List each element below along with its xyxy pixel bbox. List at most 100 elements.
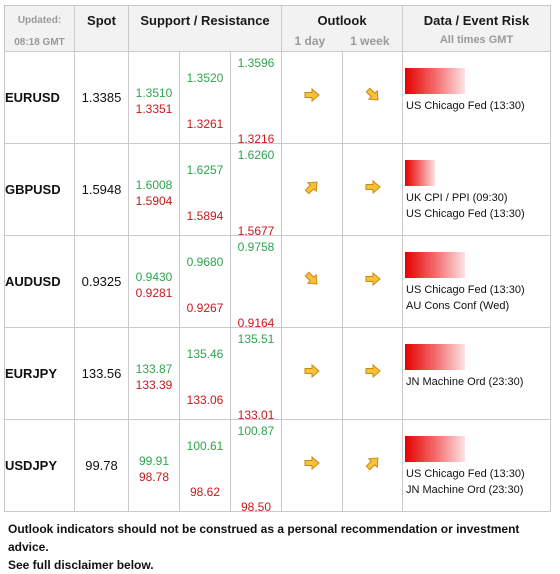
currency-pair: EURUSD (4, 51, 75, 144)
event-risk-cell: US Chicago Fed (13:30) AU Cons Conf (Wed) (402, 235, 551, 328)
event-item: JN Machine Ord (23:30) (406, 484, 524, 496)
table-row: USDJPY 99.78 99.91 98.78 100.61 98.62 100.87 98… (4, 419, 551, 514)
arrow-right-icon (303, 86, 321, 104)
event-item: UK CPI / PPI (09:30) (406, 192, 508, 204)
level-column-3: 0.9758 0.9164 (230, 235, 282, 330)
outlook-1day (281, 143, 343, 236)
arrow-right-icon (364, 178, 382, 196)
updated-header: Updated: 08:18 GMT (4, 5, 75, 52)
spot-price: 133.56 (74, 327, 129, 420)
arrow-down-right-icon (303, 270, 321, 288)
spot-price: 1.3385 (74, 51, 129, 144)
fx-outlook-table: Updated: 08:18 GMT Spot Support / Resist… (4, 5, 551, 514)
outlook-1week (342, 419, 403, 512)
level-column-3: 1.3596 1.3216 (230, 51, 282, 146)
outlook-1week (342, 143, 403, 236)
arrow-right-icon (364, 270, 382, 288)
data-event-risk-header: Data / Event Risk All times GMT (402, 5, 551, 52)
table-row: EURUSD 1.3385 1.3510 1.3351 1.3520 1.3261 1.35… (4, 51, 551, 146)
disclaimer: Outlook indicators should not be constru… (4, 520, 550, 574)
event-risk-cell: US Chicago Fed (13:30) (402, 51, 551, 144)
level-column-3: 100.87 98.50 (230, 419, 282, 514)
outlook-1day (281, 51, 343, 144)
event-risk-bar (405, 436, 465, 462)
level-column-3: 1.6260 1.5677 (230, 143, 282, 238)
arrow-right-icon (364, 362, 382, 380)
event-risk-bar (405, 68, 465, 94)
outlook-1day (281, 235, 343, 328)
support-value: 1.5894 (186, 209, 224, 223)
event-risk-bar (405, 344, 465, 370)
resistance-value: 99.91 (138, 454, 170, 468)
spot-price: 99.78 (74, 419, 129, 512)
level-column-1: 1.6008 1.5904 (128, 143, 180, 236)
level-column-1: 1.3510 1.3351 (128, 51, 180, 144)
support-value: 98.62 (189, 485, 221, 499)
event-risk-bar (405, 160, 435, 186)
level-column-2: 100.61 98.62 (179, 419, 231, 512)
support-value: 0.9267 (186, 301, 224, 315)
spot-price: 1.5948 (74, 143, 129, 236)
outlook-header: Outlook 1 day 1 week (281, 5, 403, 52)
spot-header-label: Spot (87, 13, 116, 28)
event-risk-cell: UK CPI / PPI (09:30) US Chicago Fed (13:3… (402, 143, 551, 236)
support-value: 98.50 (240, 500, 272, 514)
resistance-value: 0.9680 (186, 255, 224, 269)
data-event-risk-label: Data / Event Risk (423, 13, 530, 28)
resistance-value: 135.51 (237, 332, 275, 346)
resistance-value: 133.87 (135, 362, 173, 376)
level-column-3: 135.51 133.01 (230, 327, 282, 422)
support-value: 0.9164 (237, 316, 275, 330)
arrow-right-icon (303, 362, 321, 380)
spot-price: 0.9325 (74, 235, 129, 328)
event-risk-bar (405, 252, 465, 278)
event-item: US Chicago Fed (13:30) (406, 208, 525, 220)
support-resistance-label: Support / Resistance (140, 13, 270, 28)
resistance-value: 100.61 (186, 439, 224, 453)
outlook-1week-label: 1 week (350, 34, 390, 48)
resistance-value: 1.6257 (186, 163, 224, 177)
level-column-2: 1.3520 1.3261 (179, 51, 231, 144)
level-column-1: 0.9430 0.9281 (128, 235, 180, 328)
updated-time: 08:18 GMT (14, 37, 65, 48)
level-column-2: 1.6257 1.5894 (179, 143, 231, 236)
event-risk-cell: JN Machine Ord (23:30) (402, 327, 551, 420)
resistance-value: 0.9430 (135, 270, 173, 284)
support-value: 133.39 (135, 378, 173, 392)
event-item: US Chicago Fed (13:30) (406, 284, 525, 296)
event-item: JN Machine Ord (23:30) (406, 376, 524, 388)
event-risk-cell: US Chicago Fed (13:30) JN Machine Ord (23… (402, 419, 551, 512)
event-item: AU Cons Conf (Wed) (406, 300, 510, 312)
spot-header: Spot (74, 5, 129, 52)
currency-pair: EURJPY (4, 327, 75, 420)
arrow-down-right-icon (364, 86, 382, 104)
outlook-1day (281, 327, 343, 420)
support-resistance-header: Support / Resistance (128, 5, 282, 52)
outlook-label: Outlook (317, 13, 367, 28)
resistance-value: 1.3596 (237, 56, 275, 70)
table-row: EURJPY 133.56 133.87 133.39 135.46 133.06 135.… (4, 327, 551, 422)
times-note: All times GMT (439, 34, 514, 46)
support-value: 133.01 (237, 408, 275, 422)
support-value: 1.3216 (237, 132, 275, 146)
currency-pair: USDJPY (4, 419, 75, 512)
level-column-1: 133.87 133.39 (128, 327, 180, 420)
outlook-1day-label: 1 day (294, 34, 326, 48)
updated-label: Updated: (17, 15, 62, 26)
table-row: AUDUSD 0.9325 0.9430 0.9281 0.9680 0.9267 0.97… (4, 235, 551, 330)
support-value: 1.3351 (135, 102, 173, 116)
disclaimer-line-2: See full disclaimer below. (8, 558, 154, 572)
level-column-2: 0.9680 0.9267 (179, 235, 231, 328)
resistance-value: 1.3510 (135, 86, 173, 100)
outlook-1week (342, 327, 403, 420)
resistance-value: 1.3520 (186, 71, 224, 85)
resistance-value: 100.87 (237, 424, 275, 438)
disclaimer-line-1: Outlook indicators should not be constru… (8, 522, 520, 554)
outlook-1week (342, 235, 403, 328)
level-column-1: 99.91 98.78 (128, 419, 180, 512)
outlook-1day (281, 419, 343, 512)
currency-pair: GBPUSD (4, 143, 75, 236)
fx-table-container: Updated: 08:18 GMT Spot Support / Resist… (4, 5, 551, 574)
resistance-value: 1.6260 (237, 148, 275, 162)
resistance-value: 135.46 (186, 347, 224, 361)
